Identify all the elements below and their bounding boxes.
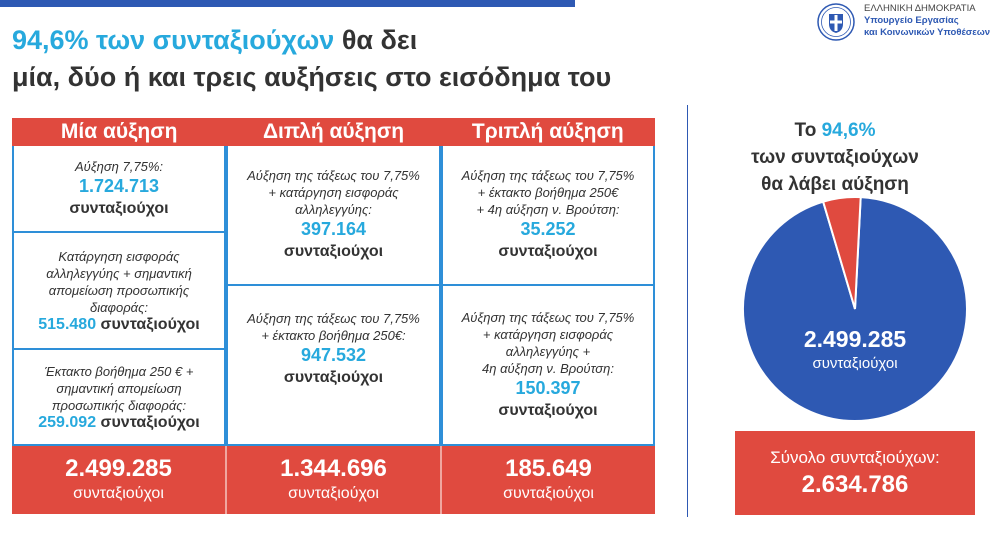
total-unit: συνταξιούχοι <box>288 485 379 502</box>
cell-desc: + κατάργηση εισφοράς <box>482 326 614 342</box>
cell-desc: Κατάργηση εισφοράς <box>58 248 180 264</box>
single-cell-2: Κατάργηση εισφοράς αλληλεγγύης + σημαντι… <box>12 233 226 350</box>
page-headline: 94,6% των συνταξιούχων θα δει μία, δύο ή… <box>12 22 611 96</box>
ministry-line2: Υπουργείο Εργασίας <box>864 15 959 26</box>
double-cell-1: Αύξηση της τάξεως του 7,75% + κατάργηση … <box>226 146 441 286</box>
single-cell-1: Αύξηση 7,75%: 1.724.713 συνταξιούχοι <box>12 146 226 233</box>
cell-desc: Αύξηση της τάξεως του 7,75% <box>461 168 635 183</box>
single-cell-3: Έκτακτο βοήθημα 250 € + σημαντική απομεί… <box>12 350 226 446</box>
total-unit: συνταξιούχοι <box>73 485 164 502</box>
pie-svg <box>742 196 968 422</box>
cell-desc: αλληλεγγύης: <box>295 202 372 217</box>
headline-line2: μία, δύο ή και τρεις αυξήσεις στο εισόδη… <box>12 62 612 92</box>
cell-number: 1.724.713 <box>78 175 160 196</box>
cell-unit: συνταξιούχοι <box>498 401 598 419</box>
cell-desc: αλληλεγγύης + σημαντική <box>46 265 192 281</box>
total-unit: συνταξιούχοι <box>503 485 594 502</box>
summary-label: Σύνολο συνταξιούχων: <box>770 448 940 467</box>
total-number: 185.649 <box>505 455 592 482</box>
ministry-logo: ΕΛΛΗΝΙΚΗ ΔΗΜΟΚΡΑΤΙΑ Υπουργείο Εργασίας κ… <box>812 0 1000 46</box>
total-single: 2.499.285 συνταξιούχοι <box>12 446 225 514</box>
cell-number: 947.532 <box>300 345 367 365</box>
triple-cell-2: Αύξηση της τάξεως του 7,75% + κατάργηση … <box>441 286 655 446</box>
headline-rest: θα δει <box>334 25 418 55</box>
cell-unit: συνταξιούχοι <box>283 243 384 260</box>
cell-number: 259.092 <box>38 413 97 431</box>
cell-number: 515.480 <box>38 315 97 333</box>
total-number: 2.499.285 <box>65 455 172 482</box>
summary-number: 2.634.786 <box>801 471 909 498</box>
cell-unit: συνταξιούχοι <box>69 199 169 217</box>
headline-accent: 94,6% των συνταξιούχων <box>12 25 335 55</box>
cell-unit: συνταξιούχοι <box>498 243 598 260</box>
pie-chart <box>740 194 970 424</box>
total-triple: 185.649 συνταξιούχοι <box>440 446 655 514</box>
header-double: Διπλή αύξηση <box>262 120 405 143</box>
cell-desc: Αύξηση της τάξεως του 7,75% <box>247 168 420 183</box>
pie-caption-accent: 94,6% <box>821 120 876 141</box>
cell-desc: + κατάργηση εισφοράς <box>268 185 399 200</box>
cell-desc: + 4η αύξηση ν. Βρούτση: <box>476 202 620 217</box>
cell-desc: Αύξηση της τάξεως του 7,75% <box>247 311 420 326</box>
cell-number: 35.252 <box>520 219 576 239</box>
cell-desc: Αύξηση της τάξεως του 7,75% <box>461 309 635 325</box>
cell-desc: + έκτακτο βοήθημα 250€: <box>261 328 406 343</box>
ministry-line1: ΕΛΛΗΝΙΚΗ ΔΗΜΟΚΡΑΤΙΑ <box>864 3 976 14</box>
cell-desc: προσωπικής διαφοράς: <box>51 397 187 413</box>
greek-coat-of-arms-icon <box>817 3 855 41</box>
pie-caption-line2: των συνταξιούχων <box>751 147 919 168</box>
cell-desc: διαφοράς: <box>89 299 149 315</box>
totals-row: 2.499.285 συνταξιούχοι 1.344.696 συνταξι… <box>12 446 655 514</box>
cell-unit: συνταξιούχοι <box>283 369 384 386</box>
column-divider <box>225 146 228 446</box>
pie-label-unit: συνταξιούχοι <box>812 355 898 372</box>
total-pensioners-box: Σύνολο συνταξιούχων: 2.634.786 <box>735 431 975 515</box>
pie-caption-pre: Το <box>794 120 822 141</box>
cell-desc: απομείωση προσωπικής <box>48 282 190 298</box>
total-number: 1.344.696 <box>280 455 387 482</box>
cell-desc: Αύξηση 7,75%: <box>75 158 163 174</box>
top-accent-bar <box>0 0 575 7</box>
cell-desc: αλληλεγγύης + <box>505 343 591 359</box>
vertical-divider <box>687 105 688 517</box>
column-divider <box>440 146 443 446</box>
double-cell-2: Αύξηση της τάξεως του 7,75% + έκτακτο βο… <box>226 286 441 446</box>
cell-desc: 4η αύξηση ν. Βρούτση: <box>482 360 614 376</box>
cell-desc: + έκτακτο βοήθημα 250€ <box>477 185 619 200</box>
cell-unit: συνταξιούχοι <box>96 413 200 431</box>
pie-label-number: 2.499.285 <box>803 326 907 352</box>
cell-number: 150.397 <box>515 377 581 398</box>
header-triple: Τριπλή αύξηση <box>471 120 624 143</box>
pie-caption-line3: θα λάβει αύξηση <box>761 174 909 195</box>
column-headers: Μία αύξηση Διπλή αύξηση Τριπλή αύξηση <box>12 118 655 146</box>
pie-caption: Το 94,6% των συνταξιούχων θα λάβει αύξησ… <box>730 117 940 198</box>
cell-unit: συνταξιούχοι <box>96 315 200 333</box>
total-double: 1.344.696 συνταξιούχοι <box>225 446 440 514</box>
cell-desc: Έκτακτο βοήθημα 250 € + <box>44 363 194 379</box>
cell-desc: σημαντική απομείωση <box>56 380 182 396</box>
cell-number: 397.164 <box>300 219 367 239</box>
ministry-line3: και Κοινωνικών Υποθέσεων <box>864 27 991 38</box>
header-single: Μία αύξηση <box>60 120 178 143</box>
triple-cell-1: Αύξηση της τάξεως του 7,75% + έκτακτο βο… <box>441 146 655 286</box>
pie-label: 2.499.285 συνταξιούχοι <box>740 325 970 375</box>
pie-slice-other <box>821 196 862 310</box>
